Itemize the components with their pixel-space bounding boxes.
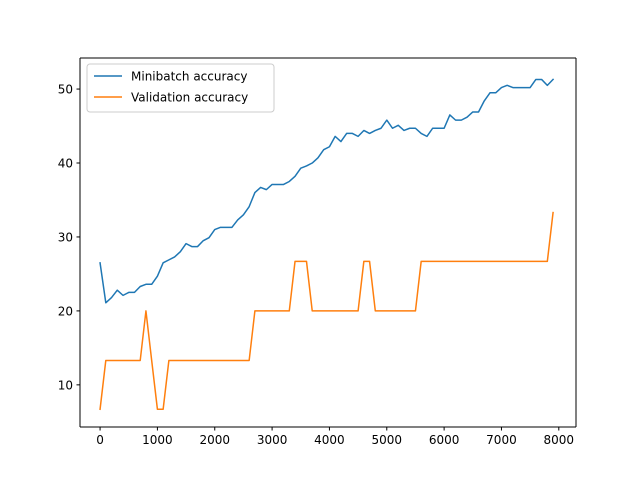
x-tick-label: 0 <box>96 433 104 447</box>
axes-frame <box>79 57 577 428</box>
y-tick-label: 50 <box>58 83 73 97</box>
x-tick-label: 6000 <box>429 433 460 447</box>
axes-background <box>80 58 576 427</box>
series-layer <box>99 78 555 411</box>
y-tick-label: 40 <box>58 157 73 171</box>
y-tick-label: 30 <box>58 230 73 244</box>
series-line-minibatch <box>99 78 555 304</box>
x-tick-label: 3000 <box>257 433 288 447</box>
x-tick-label: 4000 <box>314 433 345 447</box>
series-line-validation <box>99 211 554 411</box>
legend-box <box>86 63 275 113</box>
x-tick-label: 8000 <box>544 433 575 447</box>
legend: Minibatch accuracy Validation accuracy <box>86 63 275 113</box>
x-tick-label: 5000 <box>372 433 403 447</box>
x-axis: 0 1000 2000 3000 4000 5000 6000 7000 8000 <box>96 427 574 447</box>
y-tick-label: 20 <box>58 304 73 318</box>
x-tick-label: 2000 <box>199 433 230 447</box>
x-tick-label: 1000 <box>142 433 173 447</box>
y-axis: 10 20 30 40 50 <box>58 83 80 392</box>
legend-label-minibatch: Minibatch accuracy <box>131 70 247 84</box>
plot-area: 0 1000 2000 3000 4000 5000 6000 7000 8000 10 20 30… <box>58 57 577 447</box>
x-tick-label: 7000 <box>486 433 517 447</box>
legend-label-validation: Validation accuracy <box>131 91 248 105</box>
y-tick-label: 10 <box>58 378 73 392</box>
